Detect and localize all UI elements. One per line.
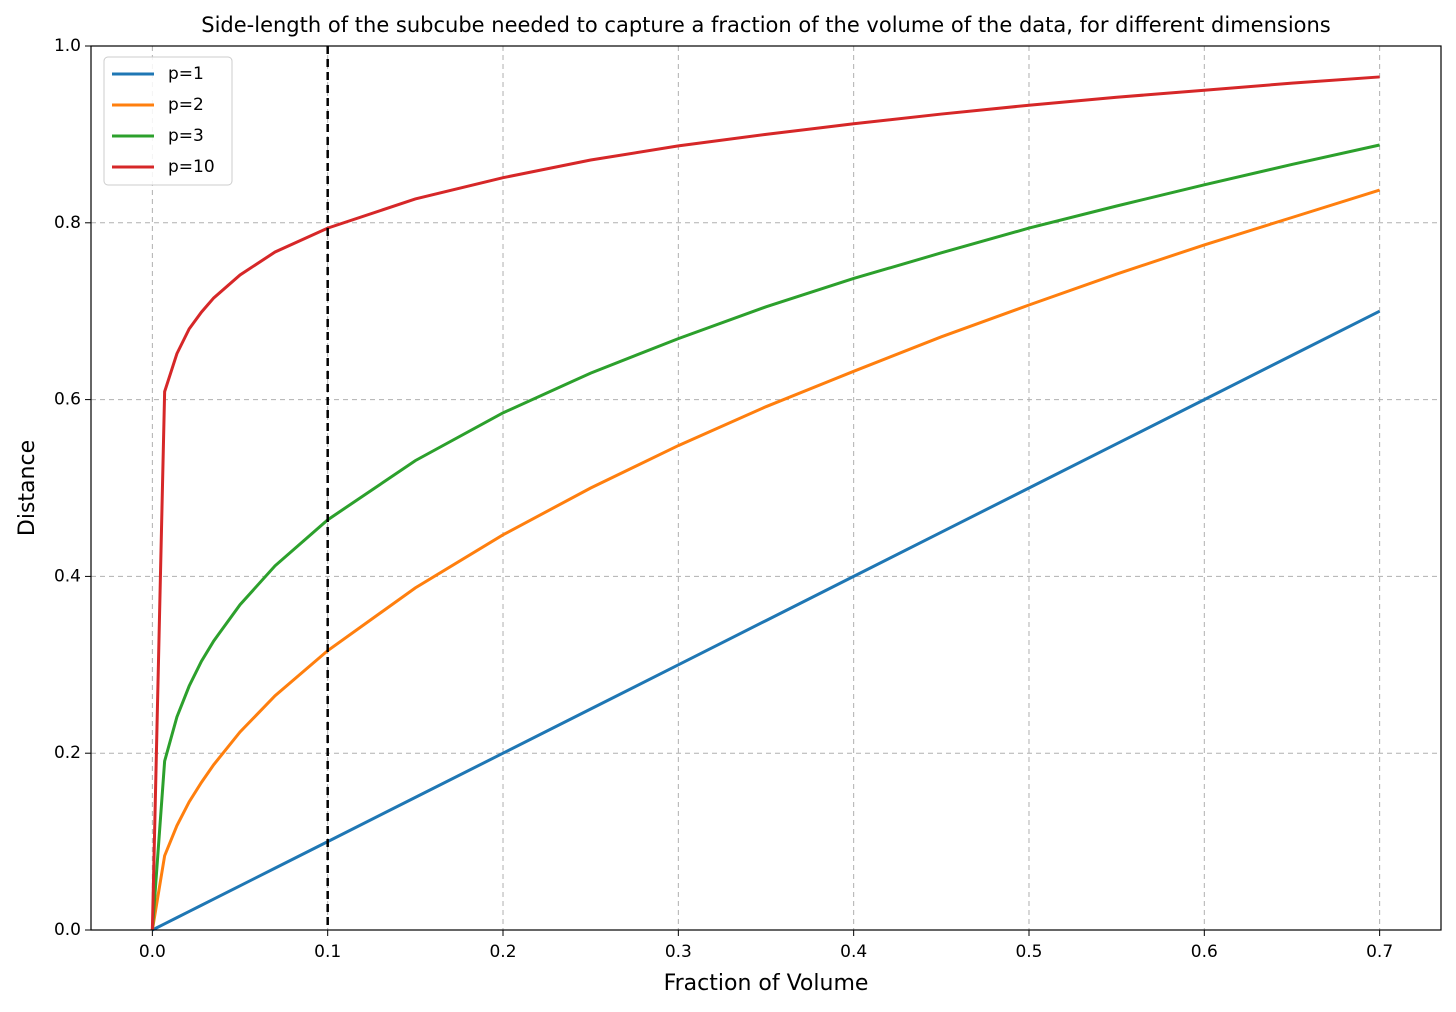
- legend: p=1 p=2 p=3 p=10: [103, 56, 233, 186]
- y-axis-label: Distance: [15, 440, 40, 536]
- x-tick-label: 0.6: [1191, 942, 1218, 962]
- x-tick-label: 0.4: [840, 942, 867, 962]
- x-tick-label: 0.5: [1015, 942, 1042, 962]
- series-line: [150, 188, 1381, 931]
- y-tick-label: 0.8: [54, 213, 81, 233]
- x-tick-label: 0.1: [314, 942, 341, 962]
- plot-frame: [90, 45, 1442, 931]
- y-tick-label: 0.4: [54, 566, 81, 586]
- x-tick-label: 0.3: [665, 942, 692, 962]
- series-line: [150, 75, 1380, 931]
- x-tick-label: 0.2: [489, 942, 516, 962]
- y-tick-label: 0.6: [54, 390, 81, 410]
- legend-box: [103, 56, 233, 186]
- legend-label: p=3: [168, 126, 204, 146]
- legend-label: p=1: [168, 64, 204, 84]
- y-tick-label: 1.0: [54, 36, 81, 56]
- legend-label: p=10: [168, 157, 215, 177]
- chart-title: Side-length of the subcube needed to cap…: [201, 13, 1331, 37]
- y-tick-label: 0.2: [54, 743, 81, 763]
- series-line: [151, 309, 1381, 932]
- x-tick-label: 0.0: [139, 942, 166, 962]
- legend-label: p=2: [168, 95, 204, 115]
- x-axis-label: Fraction of Volume: [664, 971, 869, 996]
- series-line: [150, 143, 1380, 931]
- y-tick-label: 0.0: [54, 920, 81, 940]
- x-tick-label: 0.7: [1366, 942, 1393, 962]
